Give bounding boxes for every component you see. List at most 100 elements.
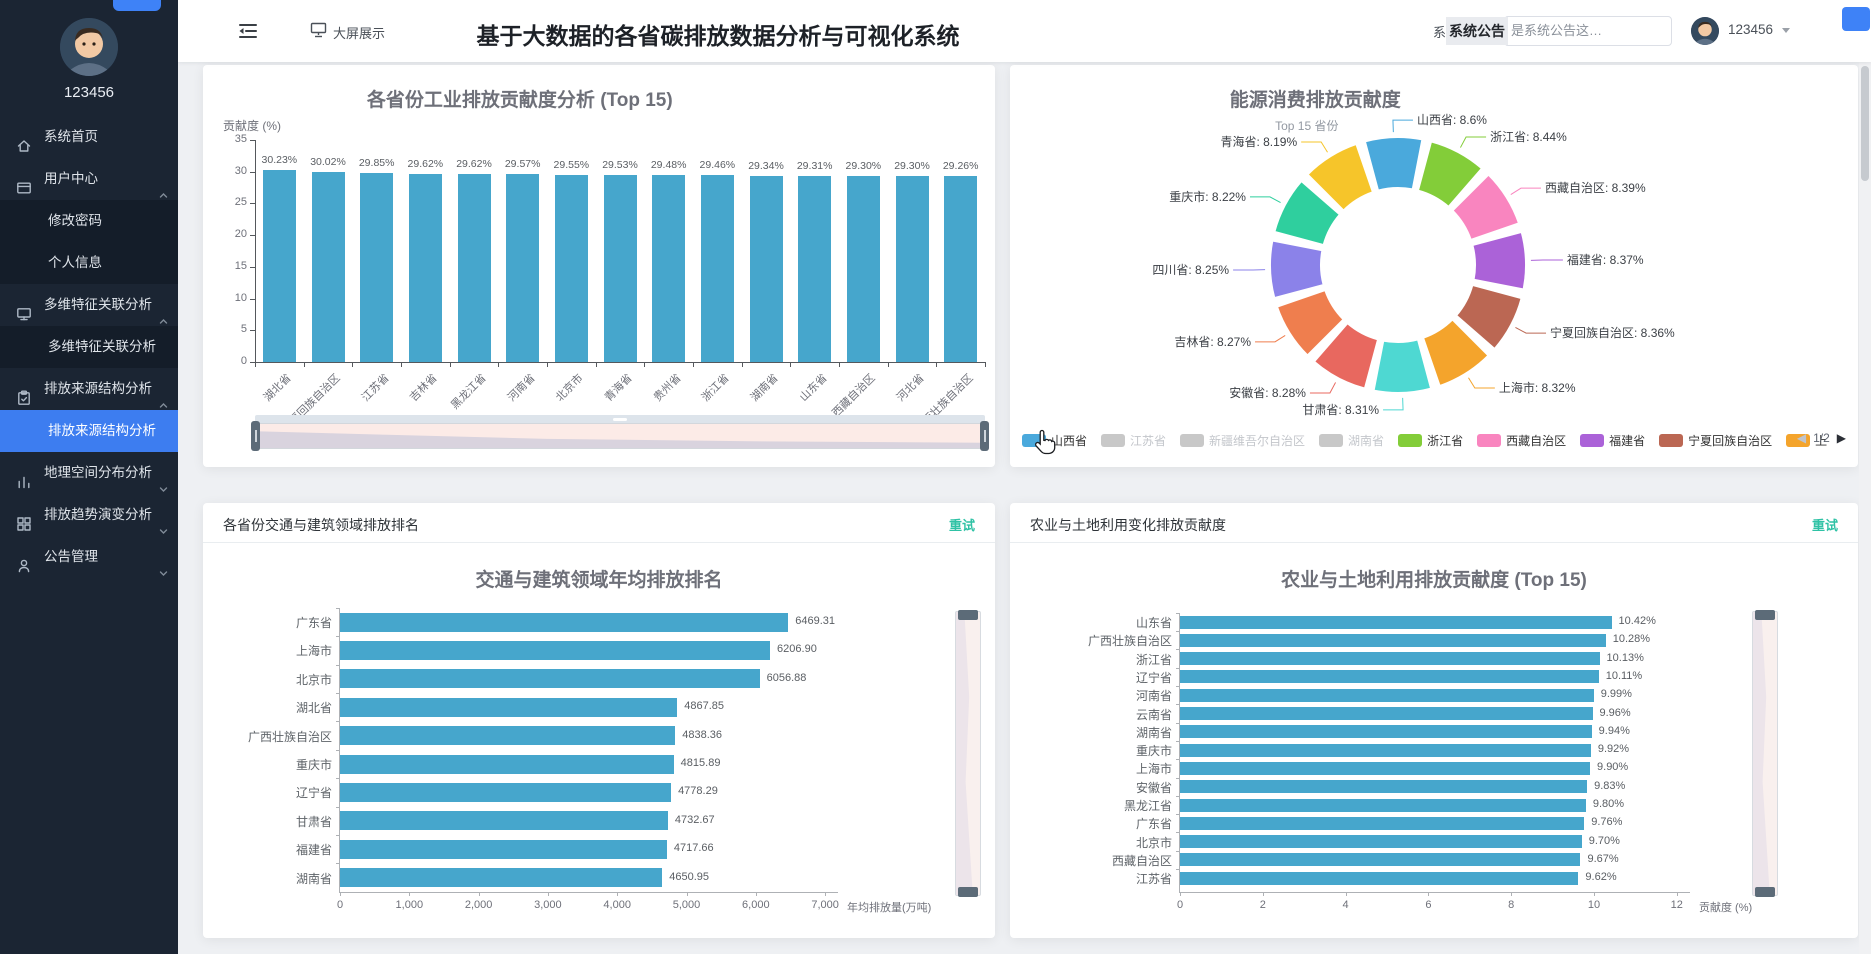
presentation-screen-icon	[310, 21, 327, 38]
bar-value-label: 6056.88	[766, 671, 807, 684]
donut-slice-重庆市[interactable]	[1273, 180, 1341, 247]
user-avatar[interactable]	[1691, 17, 1719, 45]
category-label-广西壮族自治区: 广西壮族自治区	[247, 729, 332, 744]
transport-datazoom-slider[interactable]	[955, 610, 981, 897]
legend-item-浙江省[interactable]: 浙江省	[1398, 432, 1463, 449]
legend-item-江苏省[interactable]: 江苏省	[1101, 432, 1166, 449]
donut-label-line	[1301, 141, 1328, 153]
page-scrollbar-thumb[interactable]	[1861, 66, 1869, 181]
x-tick-label: 3,000	[534, 899, 562, 911]
transport-retry-button[interactable]: 重试	[948, 518, 975, 533]
panel-industry-contribution: 各省份工业排放贡献度分析 (Top 15) 贡献度 (%) 35 30 25 20 15…	[203, 65, 995, 467]
sidebar-collapse-icon[interactable]	[238, 21, 258, 41]
y-tick-label: 10	[234, 291, 247, 304]
datazoom-data-shadow	[1753, 612, 1770, 895]
category-label-湖南省: 湖南省	[1135, 725, 1172, 740]
header-username[interactable]: 123456	[1728, 22, 1774, 37]
donut-slice-吉林省[interactable]	[1275, 289, 1345, 357]
legend-item-上[interactable]: 上	[1786, 432, 1827, 449]
announcement-lead-text: 系	[1433, 24, 1447, 40]
legend-item-宁夏回族自治区[interactable]: 宁夏回族自治区	[1659, 432, 1772, 449]
x-axis-line	[339, 892, 838, 893]
sidebar-item-2[interactable]: 多维特征关联分析	[0, 284, 178, 326]
agriculture-retry-button[interactable]: 重试	[1811, 518, 1838, 533]
legend-label: 江苏省	[1130, 433, 1167, 448]
sidebar-item-1[interactable]: 用户中心	[0, 158, 178, 200]
announcement-input[interactable]: 是系统公告这…	[1504, 16, 1673, 46]
grid-icon	[16, 507, 32, 531]
clipboard-icon	[16, 381, 32, 405]
datazoom-bottom-handle[interactable]	[958, 887, 978, 897]
donut-slice-浙江省[interactable]	[1416, 140, 1483, 208]
category-label-云南省: 云南省	[1135, 707, 1172, 722]
datazoom-left-handle[interactable]	[251, 421, 260, 451]
top-right-blue-pill	[1842, 7, 1870, 31]
bar-重庆市	[1180, 743, 1591, 757]
datazoom-top-handle[interactable]	[958, 610, 978, 620]
donut-slice-西藏自治区[interactable]	[1451, 173, 1521, 241]
donut-slice-甘肃省[interactable]	[1372, 338, 1433, 394]
x-category-label: 西藏自治区	[830, 372, 878, 420]
sidebar-subitem-2-0[interactable]: 多维特征关联分析	[0, 326, 178, 368]
bar-value-label: 9.76%	[1591, 816, 1623, 829]
legend-item-西藏自治区[interactable]: 西藏自治区	[1477, 432, 1566, 449]
user-icon	[16, 549, 32, 573]
user-menu-caret-icon[interactable]	[1782, 28, 1790, 33]
category-label-湖北省: 湖北省	[295, 701, 332, 716]
datazoom-bottom-handle[interactable]	[1755, 887, 1775, 897]
category-label-广西壮族自治区: 广西壮族自治区	[1087, 634, 1172, 649]
bar-value-label: 4778.29	[678, 785, 718, 798]
sidebar-subitem-3-0[interactable]: 排放来源结构分析	[0, 410, 178, 452]
sidebar-subitem-1-0[interactable]: 修改密码	[0, 200, 178, 242]
donut-slice-福建省[interactable]	[1471, 230, 1527, 291]
x-tick-mark	[686, 892, 688, 896]
x-tick-label: 12	[1670, 899, 1683, 911]
cat-tick-mark	[1176, 740, 1180, 742]
sidebar-avatar[interactable]	[60, 18, 118, 76]
datazoom-track[interactable]	[255, 423, 985, 449]
cat-tick-mark	[1176, 722, 1180, 724]
datazoom-move-handle[interactable]	[255, 415, 985, 423]
donut-slice-宁夏回族自治区[interactable]	[1455, 283, 1523, 350]
datazoom-top-handle[interactable]	[1755, 610, 1775, 620]
donut-slice-山西省[interactable]	[1363, 136, 1424, 192]
sidebar-item-0[interactable]: 系统首页	[0, 116, 178, 158]
bar-黑龙江省	[1180, 798, 1586, 812]
datazoom-right-handle[interactable]	[980, 421, 989, 451]
donut-slice-青海省[interactable]	[1306, 142, 1374, 212]
x-category-label: 山东省	[797, 372, 830, 404]
bar-重庆市	[340, 754, 674, 774]
cat-tick-mark	[1176, 612, 1180, 614]
page-scrollbar-track[interactable]	[1859, 0, 1871, 954]
donut-slice-四川省[interactable]	[1269, 239, 1325, 300]
category-label-重庆市: 重庆市	[295, 758, 332, 772]
legend-item-新疆维吾尔自治区[interactable]: 新疆维吾尔自治区	[1180, 432, 1305, 449]
legend-item-福建省[interactable]: 福建省	[1580, 432, 1645, 449]
sidebar-item-5[interactable]: 排放趋势演变分析	[0, 494, 178, 536]
x-tick-label: 4,000	[603, 899, 631, 911]
sidebar-subitem-1-1[interactable]: 个人信息	[0, 242, 178, 284]
bar-value-label: 4650.95	[669, 870, 709, 883]
bar-value-label: 9.70%	[1588, 834, 1620, 847]
legend-item-湖南省[interactable]: 湖南省	[1319, 432, 1384, 449]
sidebar-item-6[interactable]: 公告管理	[0, 536, 178, 578]
y-tick-mark	[250, 203, 255, 205]
legend-prev-icon[interactable]: ◀	[1796, 431, 1807, 445]
agriculture-panel-header: 农业与土地利用变化排放贡献度 重试	[1010, 503, 1858, 543]
bar-湖北省	[262, 170, 296, 362]
bar-value-label: 9.99%	[1600, 688, 1632, 701]
sidebar-item-label: 公告管理	[44, 549, 98, 564]
agriculture-datazoom-slider[interactable]	[1752, 610, 1778, 897]
bar-广西壮族自治区	[944, 176, 978, 362]
legend-next-icon[interactable]: ▶	[1836, 431, 1846, 445]
avatar-image-small	[1691, 17, 1719, 45]
industry-datazoom-slider[interactable]	[251, 415, 989, 451]
sidebar-item-3[interactable]: 排放来源结构分析	[0, 368, 178, 410]
donut-slice-安徽省[interactable]	[1313, 322, 1380, 390]
legend-marker	[1580, 433, 1605, 447]
sidebar-item-4[interactable]: 地理空间分布分析	[0, 452, 178, 494]
x-tick-mark	[409, 892, 411, 896]
x-tick-label: 1,000	[395, 899, 424, 911]
donut-slice-上海市[interactable]	[1422, 318, 1490, 388]
cat-tick-mark	[1176, 686, 1180, 688]
